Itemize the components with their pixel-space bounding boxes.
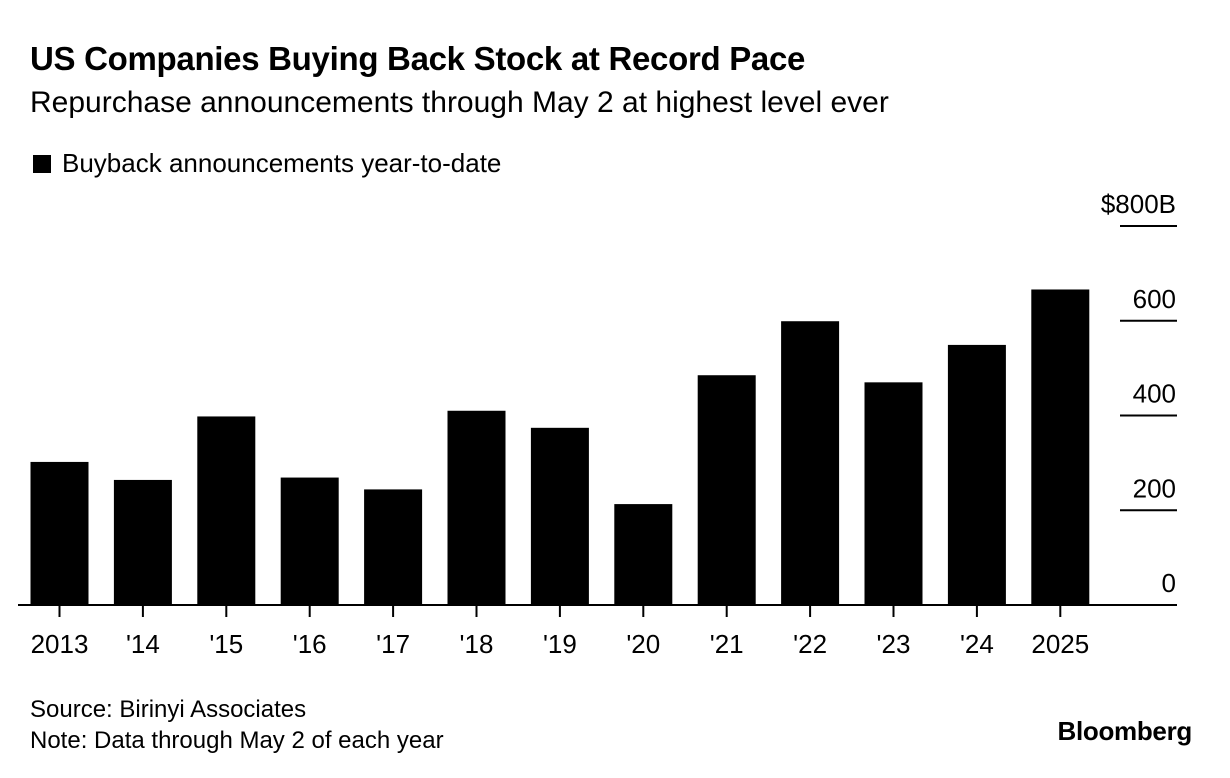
x-tick-label: '17 bbox=[376, 629, 410, 659]
x-tick-label: 2025 bbox=[1031, 629, 1089, 659]
x-tick-label: '21 bbox=[710, 629, 744, 659]
x-tick-label: '14 bbox=[126, 629, 160, 659]
legend-swatch bbox=[33, 154, 51, 173]
bar-20 bbox=[614, 504, 673, 605]
x-tick-label: '23 bbox=[877, 629, 911, 659]
x-tick-label: '18 bbox=[460, 629, 494, 659]
source-note: Source: Birinyi Associates bbox=[30, 696, 307, 723]
x-tick-label: '20 bbox=[626, 629, 660, 659]
x-tick-label: 2013 bbox=[31, 629, 89, 659]
bar-17 bbox=[364, 489, 423, 605]
x-tick-label: '24 bbox=[960, 629, 994, 659]
x-tick-label: '22 bbox=[793, 629, 827, 659]
bar-2013 bbox=[30, 461, 89, 605]
bar-15 bbox=[197, 416, 256, 605]
chart-subtitle: Repurchase announcements through May 2 a… bbox=[30, 86, 889, 119]
y-tick-label-400: 400 bbox=[1133, 379, 1176, 409]
bar-14 bbox=[113, 479, 172, 605]
bar-2025 bbox=[1031, 289, 1090, 605]
bar-16 bbox=[280, 477, 339, 605]
data-note: Note: Data through May 2 of each year bbox=[30, 727, 444, 754]
chart-title: US Companies Buying Back Stock at Record… bbox=[30, 40, 806, 77]
bar-24 bbox=[947, 344, 1006, 605]
bar-19 bbox=[530, 427, 589, 605]
bloomberg-logo: Bloomberg bbox=[1057, 716, 1192, 746]
bar-23 bbox=[864, 382, 923, 605]
y-tick-label-600: 600 bbox=[1133, 284, 1176, 314]
bar-22 bbox=[781, 321, 840, 605]
bar-21 bbox=[697, 375, 756, 605]
legend-label: Buyback announcements year-to-date bbox=[62, 148, 502, 178]
bar-18 bbox=[447, 410, 506, 605]
y-tick-label-800: $800B bbox=[1101, 189, 1176, 219]
y-tick-label-200: 200 bbox=[1133, 473, 1176, 503]
x-tick-label: '19 bbox=[543, 629, 577, 659]
x-tick-label: '15 bbox=[209, 629, 243, 659]
legend: Buyback announcements year-to-date bbox=[33, 148, 501, 179]
y-tick-label-0: 0 bbox=[1162, 568, 1176, 598]
x-tick-label: '16 bbox=[293, 629, 327, 659]
